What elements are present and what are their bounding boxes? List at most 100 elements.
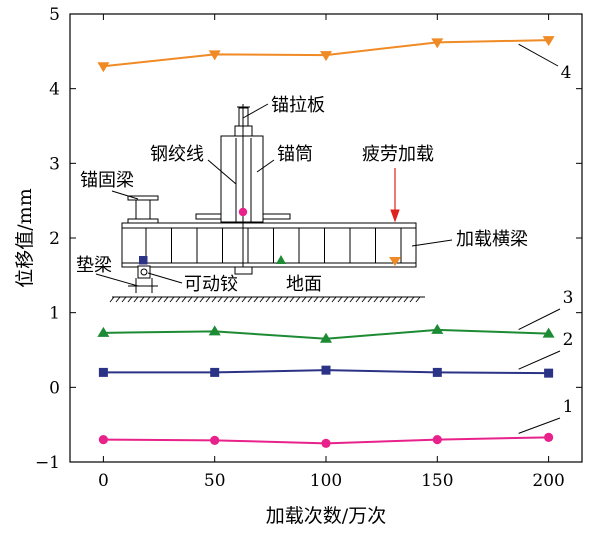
ground-hatch-line	[415, 296, 421, 303]
data-point	[320, 332, 332, 343]
x-tick-label: 0	[98, 471, 109, 491]
ground-hatch-line	[199, 296, 205, 303]
data-point	[98, 435, 108, 445]
inset-marker-beam-mid	[276, 255, 286, 264]
leader-anchor-beam	[111, 190, 139, 200]
inset-marker-load-point	[389, 257, 401, 266]
label-loading-beam: 加载横梁	[456, 229, 528, 250]
data-point	[208, 325, 221, 336]
series-layer: 1 2 3 4	[97, 36, 573, 448]
data-point	[321, 438, 331, 448]
x-tick-label: 150	[421, 471, 453, 491]
ground-hatch-line	[265, 296, 271, 303]
y-tick-label: 5	[49, 5, 60, 25]
ground-hatch-line	[373, 296, 379, 303]
label-ground: 地面	[286, 274, 322, 295]
label-anchor-tube: 锚筒	[277, 144, 313, 165]
label-anchor-plate: 锚拉板	[271, 95, 325, 116]
data-point	[544, 368, 554, 378]
series-label: 4	[561, 63, 572, 83]
ground-hatch-line	[397, 296, 403, 303]
ground-hatch-line	[295, 296, 301, 303]
label-anchor-beam: 锚固梁	[80, 170, 134, 191]
y-tick-label: 3	[49, 154, 60, 174]
y-tick-label: 2	[49, 229, 60, 249]
inset-marker-anchor-plate	[238, 207, 248, 217]
axis-tick-labels: 0 50 100 150 200 −1 0 1 2 3 4 5	[35, 5, 565, 491]
ground-hatch-line	[211, 296, 217, 303]
data-point	[320, 51, 332, 62]
loading-beam	[121, 222, 417, 268]
ground-hatch-line	[169, 296, 175, 303]
series-3: 3	[97, 288, 573, 343]
ground-hatch-line	[283, 296, 289, 303]
ground-hatch-line	[271, 296, 277, 303]
ground-hatch-line	[361, 296, 367, 303]
axis-ticks	[70, 13, 582, 463]
series-label-leader	[518, 350, 561, 370]
ground-hatch-line	[403, 296, 409, 303]
ground-hatch-line	[175, 296, 181, 303]
leader-anchor-tube	[256, 159, 275, 173]
ground-hatch-line	[367, 296, 373, 303]
loading-beam-stiffeners	[145, 228, 402, 263]
leader-anchor-plate	[242, 103, 269, 119]
ground-hatch-line	[133, 296, 139, 303]
test-setup-schematic	[95, 103, 453, 303]
data-point	[431, 38, 444, 49]
hinge-circle	[140, 268, 148, 276]
label-pad-beam: 垫梁	[76, 255, 112, 276]
data-point	[432, 367, 442, 377]
ground-hatch-line	[253, 296, 259, 303]
ground-hatch-line	[139, 296, 145, 303]
ground-hatching	[109, 296, 421, 303]
ground-hatch-line	[223, 296, 229, 303]
ground-hatch-line	[205, 296, 211, 303]
ground-hatch-line	[343, 296, 349, 303]
data-point	[210, 367, 220, 377]
y-tick-label: 0	[49, 378, 60, 398]
ground-hatch-line	[145, 296, 151, 303]
ground-hatch-line	[391, 296, 397, 303]
ground-hatch-line	[301, 296, 307, 303]
ground-hatch-line	[307, 296, 313, 303]
y-axis-title: 位移值/mm	[14, 188, 36, 287]
anchor-beam-top	[127, 195, 159, 201]
x-axis-title: 加载次数/万次	[266, 505, 386, 527]
x-tick-label: 50	[204, 471, 226, 491]
ground-hatch-line	[313, 296, 319, 303]
data-point	[432, 435, 442, 445]
ground-hatch-line	[331, 296, 337, 303]
anchor-tube	[220, 135, 264, 223]
ground-hatch-line	[259, 296, 265, 303]
ground-hatch-line	[319, 296, 325, 303]
ground-hatch-line	[109, 296, 115, 303]
label-steel-strand: 钢绞线	[150, 144, 204, 165]
ground-hatch-line	[229, 296, 235, 303]
y-tick-label: 4	[49, 80, 60, 100]
ground-hatch-line	[289, 296, 295, 303]
data-point	[321, 365, 331, 375]
inset-marker-anchor-beam	[139, 256, 148, 265]
ground-hatch-line	[241, 296, 247, 303]
ground-hatch-line	[121, 296, 127, 303]
series-label-leader	[518, 417, 561, 434]
data-point	[542, 327, 555, 338]
x-tick-label: 200	[532, 471, 564, 491]
data-point	[97, 326, 110, 337]
series-2: 2	[98, 330, 573, 378]
ground-hatch-line	[181, 296, 187, 303]
anchor-beam-bottom	[127, 218, 159, 224]
ground-hatch-line	[247, 296, 253, 303]
ground-hatch-line	[187, 296, 193, 303]
fatigue-load-arrow-head	[390, 209, 400, 223]
ground-hatch-line	[235, 296, 241, 303]
label-hinge: 可动铰	[184, 274, 238, 295]
data-point	[208, 50, 221, 61]
ground-hatch-line	[385, 296, 391, 303]
y-tick-label: −1	[35, 453, 60, 473]
series-label: 3	[563, 288, 574, 308]
ground-hatch-line	[115, 296, 121, 303]
leader-strand	[207, 159, 237, 185]
ground-hatch-line	[157, 296, 163, 303]
